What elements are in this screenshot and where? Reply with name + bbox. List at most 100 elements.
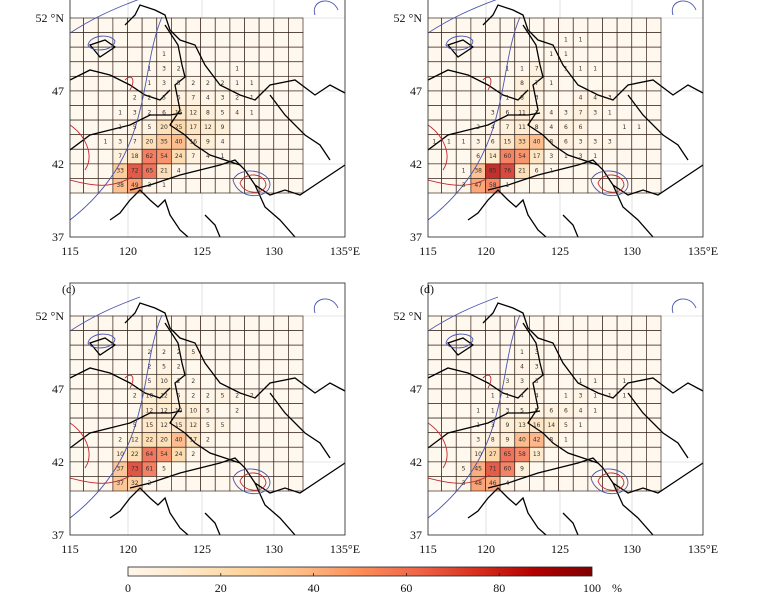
longitude-label: 130 [623, 542, 641, 556]
cell-value: 2 [162, 349, 166, 356]
grid-cell [127, 359, 143, 375]
contour-negative [590, 170, 629, 197]
cell-value: 3 [491, 422, 495, 429]
grid-cell [428, 90, 442, 106]
border-line [254, 482, 296, 535]
panel-label: (d) [420, 282, 434, 296]
grid-cell [288, 388, 304, 404]
coastlines-borders [428, 0, 703, 237]
grid-cell [646, 446, 662, 463]
cell-value: 3 [506, 378, 510, 385]
grid-cell [258, 403, 275, 419]
grid-cell [258, 148, 275, 165]
contour-negative [428, 0, 497, 34]
cell-value: 20 [160, 436, 168, 443]
cell-value: 5 [148, 378, 152, 385]
cell-value: 2 [206, 80, 210, 87]
cell-value: 60 [504, 466, 512, 473]
cell-value: 4 [206, 153, 210, 160]
cell-value: 4 [593, 95, 597, 102]
grid-cell [646, 90, 662, 106]
border-line [627, 392, 689, 459]
grid-cell [214, 178, 231, 194]
border-line [164, 24, 241, 166]
grid-cell [185, 178, 201, 194]
grid-cell [441, 403, 457, 419]
border-line [467, 487, 547, 535]
cell-value: 2 [177, 349, 181, 356]
cell-value: 76 [504, 168, 512, 175]
cell-value: 1 [579, 378, 583, 385]
grid-cell [572, 17, 589, 33]
grid-cell [499, 315, 516, 331]
grid-cell [288, 46, 304, 63]
grid-cell [455, 17, 472, 33]
cell-value: 1 [549, 168, 553, 175]
grid-cell [587, 417, 603, 434]
cell-value: 2 [235, 393, 239, 400]
latitude-label: 52 °N [394, 309, 423, 323]
cell-value: 12 [160, 422, 168, 429]
grid-cell [616, 105, 633, 121]
cell-value: 1 [579, 66, 583, 73]
map-frame [69, 282, 346, 536]
grid-cell [70, 32, 84, 48]
cell-value: 8 [549, 138, 553, 145]
cell-value: 8 [520, 95, 524, 102]
grid-cell [200, 32, 216, 48]
grid-cell [288, 119, 304, 136]
cell-value: 40 [533, 138, 541, 145]
grid-cell [558, 163, 574, 179]
contour-negative [428, 16, 521, 221]
grid-cell [470, 373, 486, 390]
border-line [70, 112, 183, 151]
contour-negative [232, 170, 271, 197]
grid-cell [258, 315, 275, 331]
grid-cell [514, 46, 530, 63]
grid-cell [288, 432, 304, 448]
cell-value: 1 [593, 407, 597, 414]
grid-cell [229, 46, 245, 63]
cell-value: 54 [518, 153, 526, 160]
grid-cell [83, 417, 99, 434]
grid-cell [428, 46, 442, 63]
grid-cell [616, 344, 633, 361]
grid-cell [273, 46, 289, 63]
grid-cell [229, 373, 245, 390]
grid-cell [214, 359, 231, 375]
grid-cell [112, 90, 128, 106]
cell-value: 1 [564, 66, 568, 73]
border-line [428, 367, 529, 399]
cell-value: 65 [504, 451, 512, 458]
contour-negative [671, 298, 697, 314]
grid-cell [529, 461, 545, 477]
grid-cell [127, 32, 143, 48]
cell-value: 42 [533, 436, 541, 443]
grid-cell [97, 90, 114, 106]
cell-value: 7 [191, 153, 195, 160]
cell-value: 15 [175, 422, 183, 429]
grid-cell [646, 432, 662, 448]
border-line [70, 69, 171, 101]
cell-value: 10 [474, 451, 482, 458]
grid-cell [70, 75, 84, 92]
grid-cell [97, 163, 114, 179]
grid-cell [288, 148, 304, 165]
grid-cell [646, 344, 662, 361]
cell-value: 1 [564, 393, 568, 400]
cell-value: 3 [579, 153, 583, 160]
cell-value: 37 [116, 480, 124, 487]
grid-cell [112, 32, 128, 48]
cell-value: 4 [579, 407, 583, 414]
grid-cell [214, 344, 231, 361]
cell-value: 3 [133, 109, 137, 116]
cell-value: 2 [206, 436, 210, 443]
border-line [269, 94, 331, 161]
cell-value: 4 [549, 124, 553, 131]
grid-cell [428, 148, 442, 165]
grid-cell [288, 61, 304, 77]
cell-value: 5 [206, 422, 210, 429]
contour-positive [70, 124, 90, 171]
border-line [164, 322, 241, 464]
grid-cell [572, 476, 589, 492]
